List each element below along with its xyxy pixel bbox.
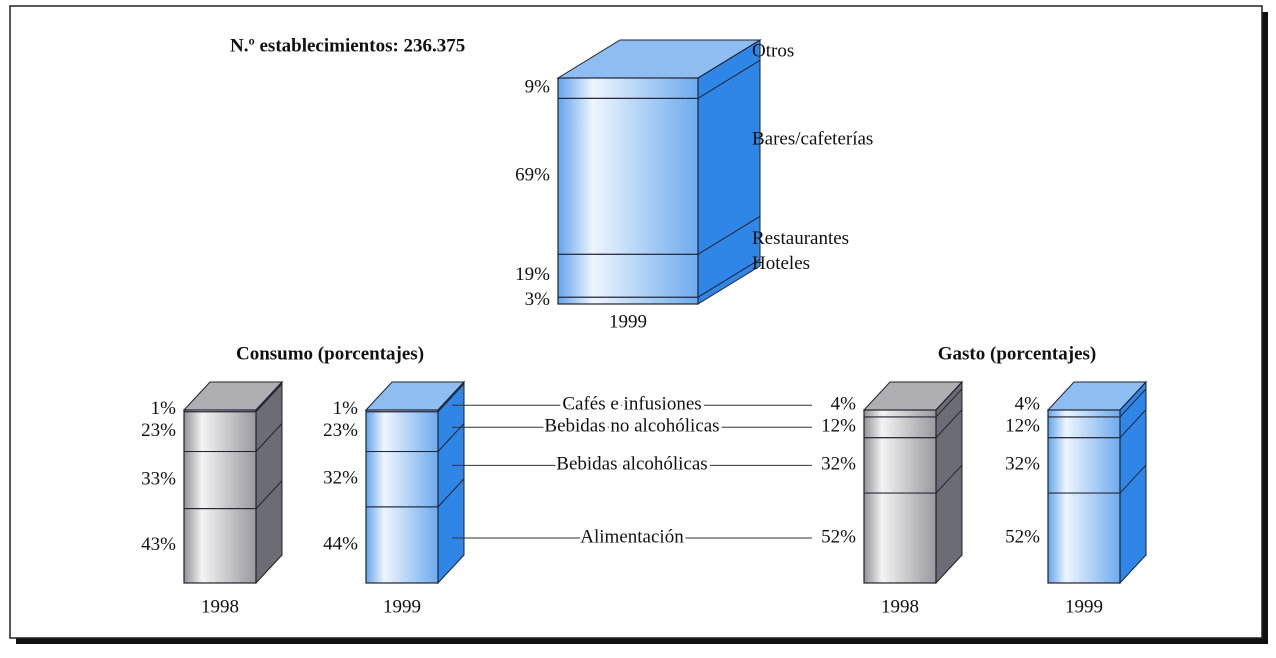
bar-segment	[863, 409, 937, 418]
bar-front	[557, 77, 699, 305]
segment-edge	[437, 381, 465, 411]
bar-segment	[1047, 492, 1121, 584]
value-label: 33%	[141, 468, 176, 489]
segment-edge	[1119, 388, 1147, 418]
value-label: 32%	[1005, 454, 1040, 475]
bar-segment	[1047, 437, 1121, 494]
bar-segment	[557, 296, 699, 305]
segment-edge	[1119, 381, 1147, 411]
value-label: 1%	[151, 398, 177, 419]
bar-segment	[365, 451, 439, 508]
segment-edge	[935, 409, 963, 439]
segment-edge	[255, 383, 283, 413]
series-label: Bebidas alcohólicas	[556, 454, 707, 475]
segment-edge	[255, 381, 283, 411]
segment-edge	[1119, 409, 1147, 439]
segment-edge	[697, 59, 761, 99]
chart-title: Gasto (porcentajes)	[938, 343, 1096, 364]
segment-edge	[437, 478, 465, 508]
value-label: 4%	[831, 394, 857, 415]
bar-front	[1047, 409, 1121, 584]
value-label: 44%	[323, 533, 358, 554]
x-tick-label: 1998	[881, 596, 919, 617]
segment-edge	[935, 381, 963, 411]
value-label: 9%	[525, 77, 551, 98]
segment-edge	[697, 215, 761, 255]
chart-title: N.º establecimientos: 236.375	[230, 35, 465, 56]
x-tick-label: 1999	[609, 311, 647, 332]
segment-edge	[935, 464, 963, 494]
value-label: 1%	[333, 398, 359, 419]
bar-segment	[863, 437, 937, 494]
value-label: 12%	[1005, 416, 1040, 437]
series-label: Cafés e infusiones	[562, 394, 701, 415]
bar-segment	[557, 77, 699, 99]
chart-title: Consumo (porcentajes)	[236, 343, 424, 364]
value-label: 69%	[515, 165, 550, 186]
bar-front	[183, 409, 257, 584]
bar-segment	[1047, 416, 1121, 439]
bar-segment	[557, 97, 699, 255]
segment-edge	[697, 258, 761, 298]
bar-segment	[183, 508, 257, 584]
series-label: Alimentación	[580, 526, 684, 547]
bar-segment	[365, 506, 439, 584]
segment-edge	[1119, 464, 1147, 494]
value-label: 52%	[821, 526, 856, 547]
bar-segment	[365, 411, 439, 453]
series-label: Otros	[752, 41, 794, 62]
segment-edge	[697, 39, 761, 79]
value-label: 23%	[141, 420, 176, 441]
bar-segment	[557, 253, 699, 298]
bar-segment	[183, 451, 257, 510]
series-label: Bares/cafeterías	[752, 129, 873, 150]
bar-segment	[183, 411, 257, 453]
value-label: 32%	[323, 468, 358, 489]
x-tick-label: 1998	[201, 596, 239, 617]
bar-front	[365, 409, 439, 584]
series-label: Hoteles	[752, 253, 810, 274]
value-label: 52%	[1005, 526, 1040, 547]
value-label: 32%	[821, 454, 856, 475]
x-tick-label: 1999	[1065, 596, 1103, 617]
x-tick-label: 1999	[383, 596, 421, 617]
series-label: Bebidas no alcohólicas	[544, 416, 719, 437]
value-label: 19%	[515, 264, 550, 285]
value-label: 3%	[525, 289, 551, 310]
value-label: 23%	[323, 420, 358, 441]
bar-side	[255, 380, 283, 585]
segment-edge	[255, 480, 283, 509]
segment-edge	[255, 423, 283, 452]
value-label: 43%	[141, 534, 176, 555]
bar-segment	[863, 492, 937, 584]
segment-edge	[437, 423, 465, 452]
bar-segment	[863, 416, 937, 439]
bar-front	[863, 409, 937, 584]
value-label: 4%	[1015, 394, 1041, 415]
series-label: Restaurantes	[752, 228, 849, 249]
segment-edge	[437, 383, 465, 413]
segment-edge	[935, 388, 963, 418]
bar-segment	[1047, 409, 1121, 418]
value-label: 12%	[821, 416, 856, 437]
